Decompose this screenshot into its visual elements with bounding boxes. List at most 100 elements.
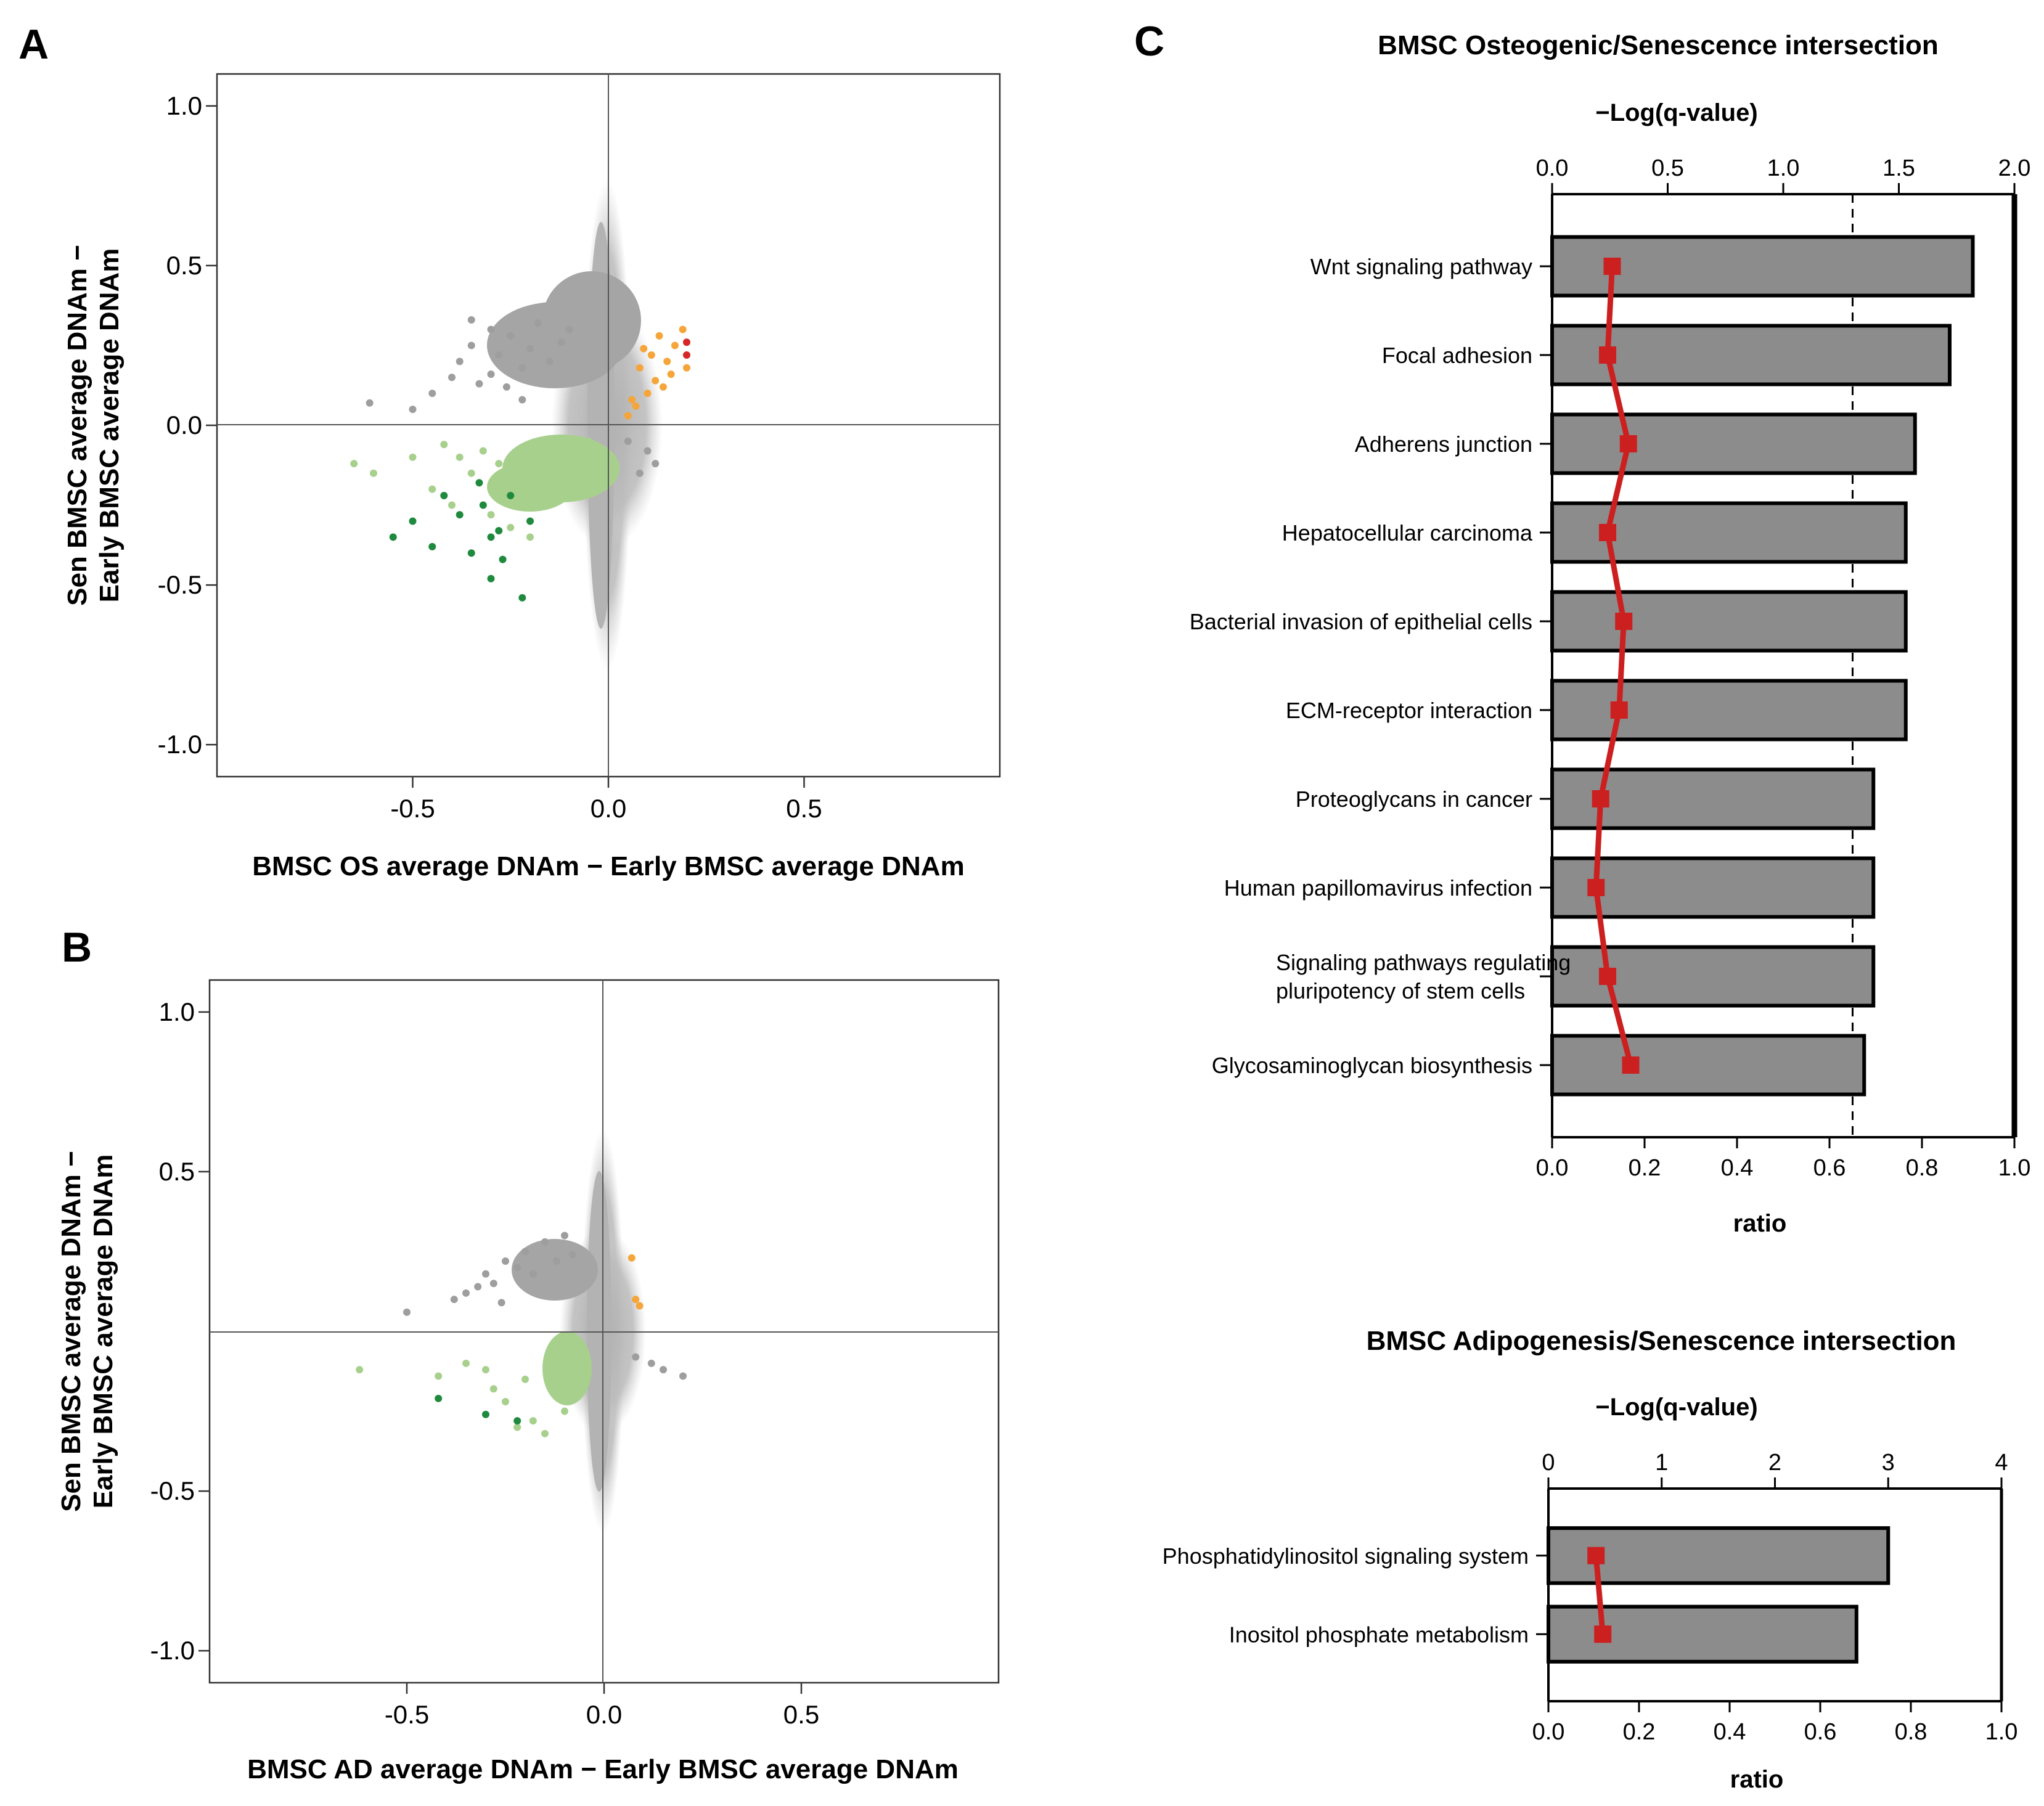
y-tick-label-a: -0.5 — [158, 570, 202, 599]
scatter-plot-a: -0.5 0.0 0.5 1.0 0.5 0.0 -0.5 -1.0 BMSC OS aver… — [62, 73, 1001, 881]
bottom-axis-label-adipogenesis: ratio — [1730, 1766, 1784, 1793]
ratio-marker-osteogenic — [1592, 790, 1609, 807]
x-tick-label-a: 0.0 — [591, 794, 626, 823]
panel-label-b: B — [62, 924, 92, 971]
point-gray-a — [644, 447, 652, 455]
chart-title-osteogenic: BMSC Osteogenic/Senescence intersection — [1378, 30, 1939, 60]
point-dark-green-a — [526, 517, 534, 525]
bar-osteogenic — [1550, 856, 1876, 919]
top-tick-label-adipogenesis: 4 — [1995, 1450, 2008, 1476]
point-light-green-a — [546, 485, 554, 493]
ratio-marker-osteogenic — [1619, 435, 1637, 452]
ratio-marker-osteogenic — [1615, 613, 1633, 630]
category-label-osteogenic: ECM-receptor interaction — [1286, 698, 1532, 723]
y-axis-label-b-line1: Sen BMSC average DNAm − — [56, 1151, 86, 1512]
top-tick-label-adipogenesis: 1 — [1655, 1450, 1668, 1476]
point-orange-b — [636, 1302, 644, 1310]
point-orange-a — [679, 325, 687, 333]
category-label-osteogenic: Glycosaminoglycan biosynthesis — [1212, 1053, 1532, 1078]
bottom-tick-label-adipogenesis: 0.2 — [1623, 1719, 1656, 1745]
bar-chart-adipogenesis: BMSC Adipogenesis/Senescence intersectio… — [1163, 1326, 2018, 1793]
point-orange-a — [640, 345, 648, 353]
point-gray-b — [497, 1299, 505, 1307]
point-light-green-b — [489, 1385, 497, 1393]
point-dark-green-a — [389, 533, 397, 541]
y-tick-label-b: -0.5 — [150, 1476, 195, 1505]
point-light-green-b — [356, 1366, 364, 1374]
point-orange-a — [655, 332, 663, 340]
x-tick-label-b: 0.5 — [783, 1700, 819, 1729]
point-dark-green-a — [495, 527, 503, 534]
y-tick-label-b: 0.5 — [159, 1157, 195, 1186]
category-label-osteogenic: Bacterial invasion of epithelial cells — [1190, 609, 1532, 634]
y-axis-label-b-line2: Early BMSC average DNAm — [88, 1154, 118, 1509]
point-light-green-b — [435, 1372, 443, 1380]
point-gray-a — [534, 319, 542, 327]
y-tick-label-a: 0.5 — [166, 251, 202, 280]
bottom-tick-label-osteogenic: 0.0 — [1536, 1155, 1569, 1181]
y-tick-label-b: 1.0 — [159, 997, 195, 1026]
point-red-a — [683, 338, 690, 346]
point-gray-b — [462, 1289, 470, 1297]
y-tick-label-a: -1.0 — [158, 730, 202, 759]
point-dark-green-a — [409, 517, 417, 525]
point-gray-b — [529, 1270, 537, 1278]
top-tick-label-adipogenesis: 3 — [1882, 1450, 1895, 1476]
top-tick-label-adipogenesis: 2 — [1768, 1450, 1781, 1476]
ratio-marker-osteogenic — [1622, 1056, 1640, 1074]
point-light-green-a — [557, 469, 565, 477]
point-light-green-b — [541, 1429, 549, 1437]
point-dark-green-a — [487, 533, 495, 541]
point-gray-a — [366, 399, 374, 407]
point-gray-a — [495, 351, 503, 359]
point-gray-b — [489, 1280, 497, 1288]
point-dark-green-a — [518, 594, 526, 602]
category-label-osteogenic: Human papillomavirus infection — [1224, 875, 1532, 901]
point-light-green-a — [518, 479, 526, 487]
point-orange-a — [667, 370, 675, 378]
bar-osteogenic — [1550, 1034, 1866, 1097]
point-gray-b — [632, 1353, 640, 1361]
point-orange-b — [628, 1254, 636, 1262]
point-orange-a — [671, 341, 679, 349]
point-light-green-b — [561, 1407, 568, 1415]
point-red-a — [683, 351, 690, 359]
ratio-marker-osteogenic — [1599, 968, 1616, 985]
point-light-green-a — [350, 460, 358, 468]
bar-chart-osteogenic: BMSC Osteogenic/Senescence intersection … — [1190, 30, 2031, 1237]
point-gray-b — [541, 1238, 549, 1246]
point-dark-green-a — [428, 542, 436, 550]
bottom-tick-label-osteogenic: 0.4 — [1721, 1155, 1754, 1181]
point-orange-a — [624, 412, 632, 420]
x-tick-label-b: -0.5 — [385, 1700, 429, 1729]
category-label-osteogenic: Wnt signaling pathway — [1310, 254, 1532, 279]
panel-label-c: C — [1134, 18, 1164, 65]
point-orange-a — [683, 364, 690, 372]
point-gray-b — [482, 1270, 489, 1278]
point-light-green-a — [573, 447, 581, 455]
point-light-green-a — [495, 460, 503, 468]
point-gray-b — [474, 1283, 482, 1291]
bottom-tick-label-adipogenesis: 0.8 — [1895, 1719, 1927, 1745]
ratio-marker-osteogenic — [1599, 346, 1616, 364]
point-light-green-b — [581, 1353, 588, 1361]
point-light-green-a — [370, 469, 377, 477]
point-orange-a — [652, 377, 660, 385]
point-gray-a — [636, 469, 644, 477]
point-gray-b — [679, 1372, 687, 1380]
point-gray-b — [513, 1264, 521, 1272]
ratio-marker-osteogenic — [1603, 258, 1621, 275]
top-tick-label-osteogenic: 2.0 — [1998, 155, 2031, 181]
point-gray-a — [518, 396, 526, 404]
top-tick-label-adipogenesis: 0 — [1542, 1450, 1555, 1476]
category-label-osteogenic: Signaling pathways regulating — [1276, 950, 1571, 975]
point-gray-a — [652, 460, 660, 468]
bar-osteogenic — [1550, 590, 1908, 653]
y-tick-label-a: 1.0 — [166, 91, 202, 120]
ratio-marker-osteogenic — [1599, 524, 1616, 541]
point-gray-b — [521, 1248, 529, 1256]
point-dark-green-a — [456, 511, 464, 519]
ratio-marker-osteogenic — [1610, 701, 1628, 719]
point-dark-green-a — [487, 574, 495, 582]
point-light-green-a — [467, 469, 475, 477]
